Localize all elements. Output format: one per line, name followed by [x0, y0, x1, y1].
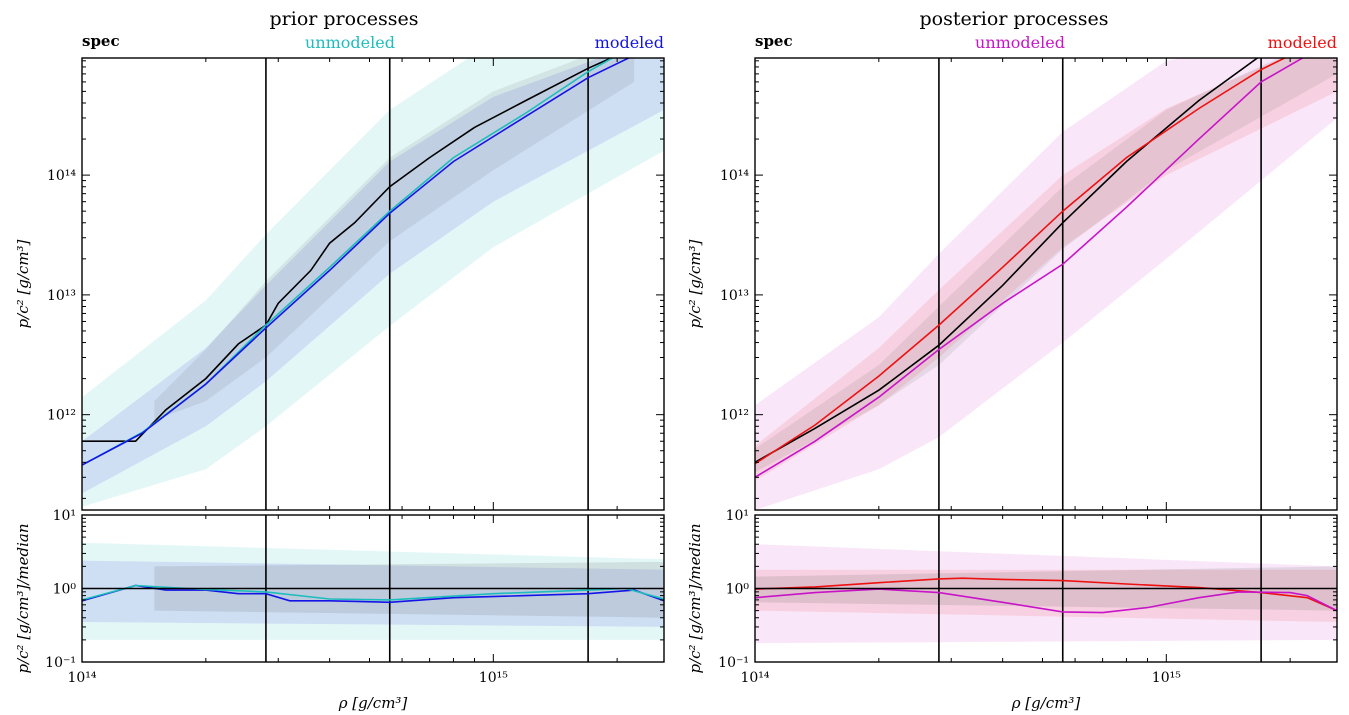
posterior-ratio-y-tick-label-0: 10⁻¹ [718, 655, 749, 671]
prior-ratio-y-axis-label: p/c² [g/cm³]/median [14, 524, 32, 674]
prior-line-spec [82, 58, 614, 442]
posterior-ratio-plot [755, 515, 1337, 662]
posterior-y-tick-label-1: 10¹³ [720, 288, 749, 304]
posterior-ratio-y-tick-label-2: 10¹ [726, 508, 749, 524]
prior-ratio-band-spec-90 [154, 561, 664, 618]
posterior-band-modeled-90 [755, 58, 1337, 481]
prior-band-unmodeled-90 [82, 58, 664, 507]
prior-legend-unmodeled: unmodeled [305, 33, 395, 52]
posterior-legend-spec: spec [755, 32, 793, 50]
prior-ratio-line-unmodeled [82, 584, 664, 601]
posterior-ratio-line-modeled [755, 577, 1337, 612]
posterior-x-axis-label: ρ [g/cm³] [1011, 694, 1081, 712]
prior-y-tick-label-0: 10¹² [47, 408, 76, 424]
prior-ratio-plot [82, 515, 664, 662]
posterior-title: posterior processes [919, 8, 1108, 30]
posterior-line-spec [755, 58, 1259, 463]
posterior-line-modeled [755, 58, 1287, 465]
prior-ratio-band-unmodeled-90 [82, 542, 664, 640]
prior-ratio-y-tick-label-2: 10¹ [53, 508, 76, 524]
prior-x-tick-label-0: 10¹⁴ [67, 670, 96, 686]
posterior-legend-unmodeled: unmodeled [975, 33, 1065, 52]
prior-ratio-band-modeled-90 [82, 560, 664, 627]
prior-y-axis-label: p/c² [g/cm³] [14, 239, 32, 328]
posterior-main-frame [754, 57, 1338, 511]
posterior-y-axis-label: p/c² [g/cm³] [686, 239, 704, 328]
prior-main-frame [81, 57, 665, 511]
posterior-y-tick-label-0: 10¹² [720, 408, 749, 424]
prior-main-plot [82, 58, 664, 510]
prior-y-tick-label-2: 10¹⁴ [47, 168, 76, 184]
prior-ratio-y-tick-label-0: 10⁻¹ [45, 655, 76, 671]
posterior-band-unmodeled-90 [755, 58, 1337, 510]
prior-title: prior processes [270, 8, 419, 30]
prior-line-modeled [82, 58, 631, 466]
prior-legend-spec: spec [82, 32, 120, 50]
prior-ratio-line-modeled [82, 584, 664, 604]
posterior-y-tick-label-2: 10¹⁴ [720, 168, 749, 184]
posterior-ticks [754, 58, 1337, 663]
prior-y-tick-label-1: 10¹³ [47, 288, 76, 304]
posterior-ratio-y-tick-label-1: 10⁰ [726, 582, 750, 598]
prior-x-tick-label-1: 10¹⁵ [479, 670, 508, 686]
prior-band-spec-90 [154, 58, 635, 421]
prior-legend-modeled: modeled [595, 33, 664, 52]
posterior-x-tick-label-1: 10¹⁵ [1152, 670, 1181, 686]
posterior-band-spec-90 [755, 58, 1337, 473]
prior-band-modeled-90 [82, 58, 664, 494]
posterior-line-unmodeled [755, 58, 1305, 478]
posterior-ratio-y-axis-label: p/c² [g/cm³]/median [686, 524, 704, 674]
posterior-ratio-band-unmodeled-90 [755, 544, 1337, 644]
posterior-main-plot [755, 58, 1337, 510]
prior-x-axis-label: ρ [g/cm³] [338, 694, 408, 712]
posterior-legend-modeled: modeled [1268, 33, 1337, 52]
posterior-ratio-band-modeled-90 [755, 569, 1337, 622]
posterior-x-tick-label-0: 10¹⁴ [740, 670, 769, 686]
prior-ticks [81, 58, 664, 663]
prior-ratio-y-tick-label-1: 10⁰ [53, 582, 77, 598]
